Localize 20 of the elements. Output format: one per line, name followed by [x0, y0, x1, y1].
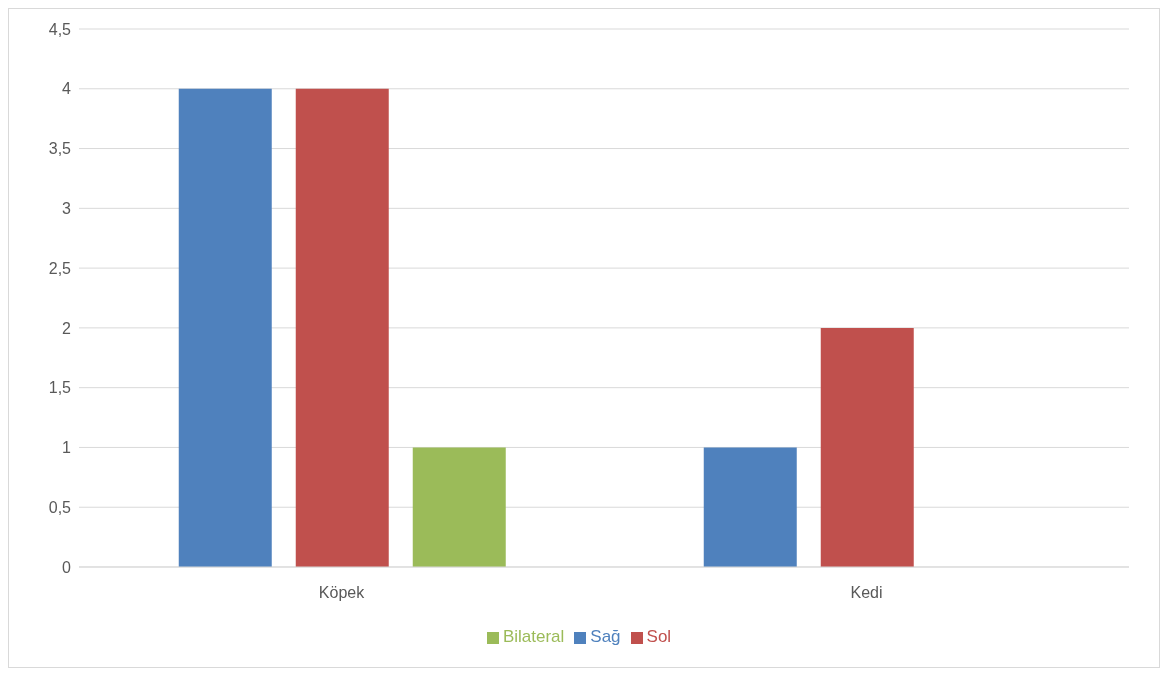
legend-label: Bilateral	[502, 627, 565, 646]
x-tick-label: Köpek	[318, 584, 366, 602]
legend-label: Sağ	[590, 627, 621, 646]
y-tick-label: 0	[62, 558, 72, 576]
y-tick-label: 1	[62, 439, 72, 457]
y-tick-label: 3,5	[48, 140, 72, 158]
y-tick-label: 3	[62, 200, 72, 218]
y-tick-label: 0,5	[48, 498, 72, 516]
bar	[412, 447, 506, 567]
bar	[820, 327, 914, 567]
bar	[703, 447, 797, 567]
y-tick-label: 4	[62, 80, 72, 98]
bar	[178, 88, 272, 567]
y-tick-label: 1,5	[48, 379, 72, 397]
legend-label: Sol	[646, 627, 672, 646]
y-tick-label: 2,5	[48, 259, 72, 277]
x-tick-label: Kedi	[850, 584, 883, 602]
bar	[295, 88, 389, 567]
y-tick-label: 2	[62, 319, 72, 337]
y-tick-label: 4,5	[48, 20, 72, 38]
